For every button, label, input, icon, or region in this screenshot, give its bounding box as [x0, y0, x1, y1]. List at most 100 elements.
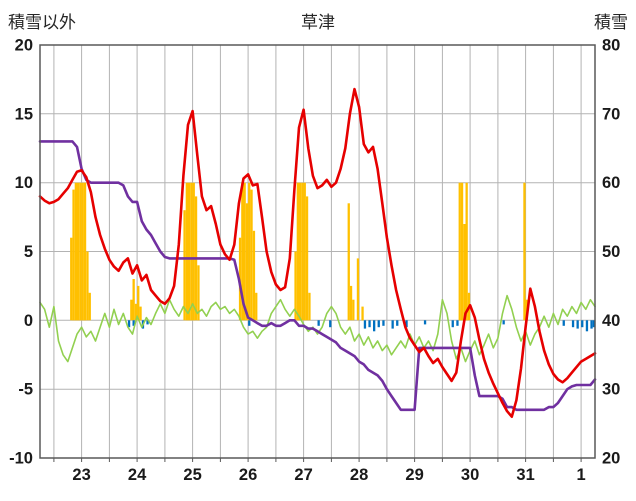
left-axis-tick-label: 20: [15, 37, 33, 55]
bar: [248, 320, 251, 326]
bar: [137, 285, 140, 321]
bar: [456, 320, 459, 326]
bar: [243, 182, 246, 321]
left-axis-tick-labels: 20 15 10 5 0 -5 -10: [9, 37, 33, 468]
bar: [317, 320, 320, 326]
x-axis-day-label: 29: [405, 466, 423, 484]
bar: [72, 189, 75, 321]
right-axis-tick-label: 20: [602, 450, 620, 468]
right-axis-tick-label: 50: [602, 243, 620, 261]
bar: [250, 189, 253, 321]
bar: [248, 182, 251, 321]
bar: [146, 320, 149, 325]
bar: [590, 320, 593, 329]
bar: [132, 320, 135, 326]
bar: [592, 320, 595, 328]
bar: [391, 320, 394, 329]
bar: [571, 320, 575, 328]
bar: [463, 224, 466, 321]
bar: [294, 251, 297, 321]
x-axis-day-label: 1: [577, 466, 586, 484]
left-axis-tick-label: 10: [15, 174, 33, 192]
right-axis-tick-labels: 80 70 60 50 40 30 20: [602, 37, 620, 468]
right-axis-title: 積雪: [594, 13, 628, 32]
x-axis-day-label: 26: [239, 466, 257, 484]
bar: [458, 182, 461, 321]
chart-title: 草津: [301, 13, 335, 32]
bar: [349, 285, 353, 321]
x-axis-day-label: 28: [350, 466, 368, 484]
bar: [79, 182, 82, 321]
left-axis-tick-label: 15: [15, 105, 33, 123]
x-axis-day-labels: 23 24 25 26 27 28 29 30 31 1: [72, 466, 585, 484]
x-axis-day-label: 24: [128, 466, 147, 484]
bar: [460, 182, 464, 321]
bar: [423, 320, 427, 325]
bar: [81, 182, 84, 321]
bar: [70, 237, 73, 321]
bar: [192, 182, 195, 321]
bar: [83, 182, 87, 321]
bar: [382, 320, 385, 326]
x-axis-day-label: 30: [461, 466, 479, 484]
bar: [190, 182, 193, 321]
x-axis-ticks: [53, 458, 582, 462]
bar: [465, 182, 468, 321]
bar: [373, 320, 376, 332]
bar: [451, 320, 454, 328]
bar: [347, 203, 350, 321]
left-axis-tick-label: -10: [9, 450, 33, 468]
bar: [127, 320, 131, 328]
x-axis-day-label: 27: [294, 466, 312, 484]
gridlines: [40, 45, 595, 458]
right-axis-tick-label: 80: [602, 37, 620, 55]
bar: [255, 292, 258, 321]
bar: [576, 320, 579, 329]
bar: [352, 299, 355, 321]
bar: [585, 320, 589, 332]
red-line: [38, 87, 597, 419]
left-axis-title: 積雪以外: [8, 13, 76, 32]
bar: [185, 182, 188, 321]
bar: [134, 303, 138, 321]
right-axis-tick-label: 60: [602, 174, 620, 192]
bar: [130, 299, 133, 321]
bar: [299, 182, 302, 321]
right-axis-tick-label: 70: [602, 105, 620, 123]
bar: [308, 292, 311, 321]
bar: [368, 320, 371, 328]
bar: [252, 230, 256, 321]
bar: [502, 320, 505, 325]
bar: [77, 182, 80, 321]
plot-border: [39, 44, 596, 459]
bar: [377, 320, 380, 328]
bar: [305, 196, 309, 321]
x-axis-day-label: 25: [183, 466, 201, 484]
bar: [396, 320, 399, 326]
x-axis-day-label: 23: [72, 466, 90, 484]
bar: [581, 320, 584, 328]
bar: [363, 320, 367, 329]
right-axis-tick-label: 30: [602, 381, 620, 399]
bar: [241, 182, 244, 321]
bar: [139, 306, 142, 321]
bar: [86, 251, 89, 321]
bar: [183, 210, 186, 321]
bar: [523, 182, 526, 321]
left-axis-tick-label: -5: [18, 381, 33, 399]
bar: [405, 320, 408, 328]
bar: [88, 292, 91, 321]
bar: [296, 182, 299, 321]
bar: [132, 279, 135, 321]
bar: [361, 306, 364, 321]
bar: [74, 182, 77, 321]
x-axis-day-label: 31: [516, 466, 534, 484]
bar: [562, 320, 565, 326]
green-line: [39, 294, 596, 363]
bar: [197, 265, 200, 321]
right-axis-tick-label: 40: [602, 312, 620, 330]
left-axis-tick-label: 5: [24, 243, 33, 261]
purple-line: [38, 140, 597, 412]
bar: [303, 182, 306, 321]
